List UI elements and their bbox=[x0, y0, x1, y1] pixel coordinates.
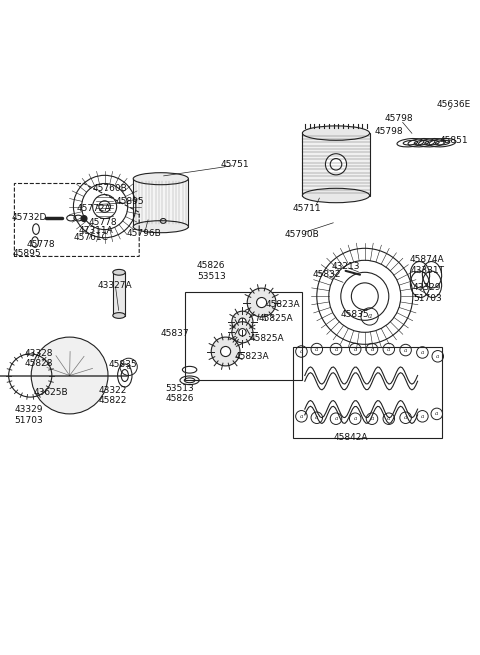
Circle shape bbox=[239, 329, 246, 336]
Text: a: a bbox=[387, 346, 390, 352]
Text: 45823A: 45823A bbox=[235, 352, 269, 361]
Text: a: a bbox=[387, 416, 390, 421]
Text: a: a bbox=[436, 354, 439, 359]
Text: 43625B: 43625B bbox=[33, 388, 68, 397]
Text: 45796B: 45796B bbox=[127, 229, 161, 238]
Bar bbox=[293, 346, 442, 438]
Circle shape bbox=[325, 154, 347, 175]
Text: a: a bbox=[127, 363, 131, 371]
Text: 43329
51703: 43329 51703 bbox=[413, 283, 442, 303]
Ellipse shape bbox=[113, 312, 125, 318]
Ellipse shape bbox=[302, 126, 370, 140]
Text: a: a bbox=[368, 312, 372, 320]
Text: 45835: 45835 bbox=[108, 360, 137, 369]
Text: 47311A: 47311A bbox=[79, 225, 113, 234]
Circle shape bbox=[330, 159, 342, 170]
Text: 43213: 43213 bbox=[331, 261, 360, 271]
Text: a: a bbox=[371, 346, 373, 352]
Text: 43328
45828: 43328 45828 bbox=[24, 349, 53, 368]
Text: a: a bbox=[421, 350, 424, 355]
Bar bbox=[185, 291, 302, 381]
Text: 43327A: 43327A bbox=[98, 281, 132, 290]
Text: 45711: 45711 bbox=[293, 204, 322, 213]
Text: a: a bbox=[371, 416, 373, 421]
Text: a: a bbox=[404, 348, 407, 352]
Text: 43329
51703: 43329 51703 bbox=[14, 405, 43, 424]
Text: 45798: 45798 bbox=[374, 127, 403, 136]
Ellipse shape bbox=[133, 173, 188, 185]
Text: 45832: 45832 bbox=[312, 271, 341, 279]
Text: a: a bbox=[404, 415, 407, 421]
Text: a: a bbox=[315, 346, 318, 352]
Text: 45751: 45751 bbox=[221, 160, 250, 169]
Circle shape bbox=[232, 322, 253, 343]
Text: 45778: 45778 bbox=[89, 218, 118, 227]
Text: 45636E: 45636E bbox=[436, 100, 471, 109]
Text: 45895: 45895 bbox=[12, 249, 41, 257]
Text: a: a bbox=[421, 414, 424, 419]
Ellipse shape bbox=[113, 269, 125, 275]
Text: 45823A: 45823A bbox=[266, 300, 300, 309]
Text: 45798: 45798 bbox=[384, 114, 413, 123]
Text: a: a bbox=[354, 346, 357, 352]
Circle shape bbox=[220, 346, 230, 356]
Circle shape bbox=[81, 215, 87, 221]
Text: 45790B: 45790B bbox=[285, 231, 320, 239]
Circle shape bbox=[256, 297, 267, 308]
Circle shape bbox=[99, 201, 110, 212]
Text: 45825A: 45825A bbox=[249, 333, 284, 343]
Circle shape bbox=[239, 318, 246, 326]
Ellipse shape bbox=[302, 188, 370, 202]
Text: 45851: 45851 bbox=[439, 136, 468, 145]
Circle shape bbox=[341, 272, 389, 320]
Text: a: a bbox=[435, 411, 438, 417]
Circle shape bbox=[31, 337, 108, 414]
Text: a: a bbox=[335, 416, 337, 421]
Text: 45835: 45835 bbox=[341, 310, 370, 318]
Text: 45874A
43331T: 45874A 43331T bbox=[410, 255, 444, 275]
Text: 45732D: 45732D bbox=[11, 213, 47, 221]
Text: 43322
45822: 43322 45822 bbox=[98, 386, 127, 405]
Bar bbox=[133, 179, 188, 227]
Circle shape bbox=[351, 283, 378, 310]
Circle shape bbox=[247, 288, 276, 317]
Circle shape bbox=[232, 311, 253, 332]
Text: 45761C: 45761C bbox=[74, 233, 108, 242]
Text: a: a bbox=[300, 414, 303, 419]
Text: 45842A: 45842A bbox=[333, 434, 368, 442]
Ellipse shape bbox=[133, 221, 188, 233]
Circle shape bbox=[93, 195, 117, 219]
Text: a: a bbox=[354, 416, 357, 421]
Text: 45778: 45778 bbox=[26, 240, 55, 250]
Text: 45826
53513: 45826 53513 bbox=[197, 261, 226, 280]
Text: 45837: 45837 bbox=[161, 329, 190, 338]
Text: a: a bbox=[335, 346, 337, 352]
Text: 45825A: 45825A bbox=[259, 314, 293, 324]
Bar bbox=[302, 133, 370, 195]
Text: a: a bbox=[315, 415, 318, 421]
Text: a: a bbox=[300, 349, 303, 354]
Text: 45895: 45895 bbox=[115, 197, 144, 206]
Text: 45760B: 45760B bbox=[93, 184, 128, 193]
Circle shape bbox=[211, 337, 240, 366]
Text: 53513
45826: 53513 45826 bbox=[166, 384, 194, 403]
Bar bbox=[113, 272, 125, 316]
Text: 45772A: 45772A bbox=[76, 204, 111, 213]
